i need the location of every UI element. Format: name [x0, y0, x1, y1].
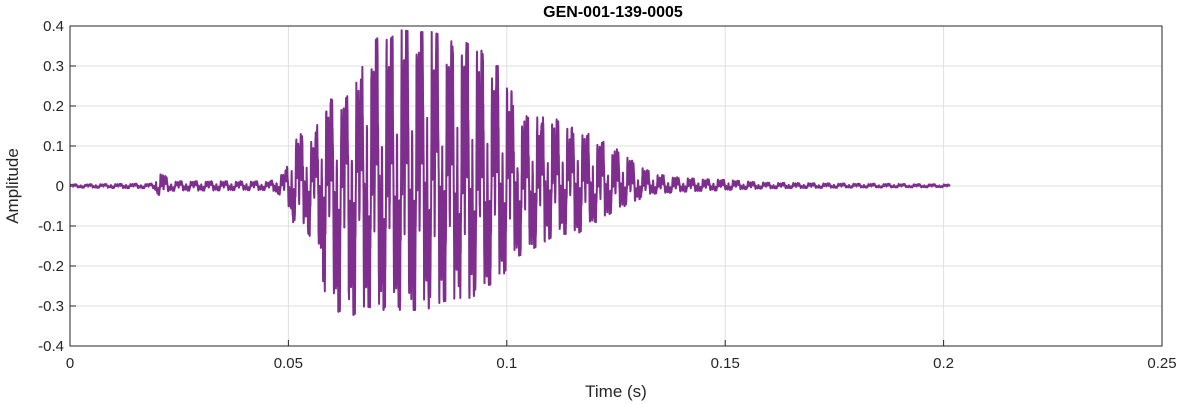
x-tick-label: 0.25 [1147, 355, 1176, 372]
amplitude-series-line [70, 29, 951, 316]
x-tick-label: 0.1 [496, 355, 517, 372]
y-tick-label: 0.4 [43, 18, 64, 35]
y-axis-ticks: -0.4 -0.3 -0.2 -0.1 0 0.1 0.2 0.3 0.4 [38, 18, 76, 355]
chart-title: GEN-001-139-0005 [543, 4, 683, 21]
x-tick-label: 0.15 [711, 355, 740, 372]
y-tick-label: 0.2 [43, 98, 64, 115]
plot-frame [69, 25, 1163, 347]
y-tick-label: -0.4 [38, 338, 64, 355]
y-tick-label: 0.3 [43, 58, 64, 75]
y-tick-label: -0.1 [38, 218, 64, 235]
x-tick-label: 0 [66, 355, 74, 372]
x-tick-label: 0.2 [933, 355, 954, 372]
y-tick-label: -0.2 [38, 258, 64, 275]
x-axis-label: Time (s) [585, 382, 647, 401]
x-axis-ticks: 0 0.05 0.1 0.15 0.2 0.25 [66, 340, 1177, 372]
x-tick-label: 0.05 [274, 355, 303, 372]
y-tick-label: 0 [56, 178, 64, 195]
y-tick-label: 0.1 [43, 138, 64, 155]
y-tick-label: -0.3 [38, 298, 64, 315]
y-axis-label: Amplitude [3, 148, 22, 224]
